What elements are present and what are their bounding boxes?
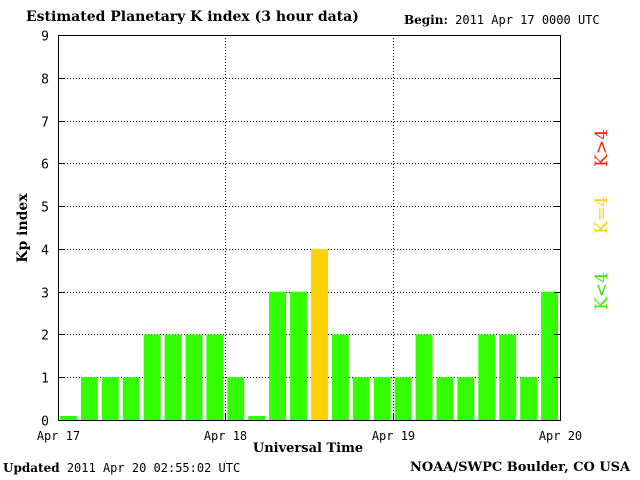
legend: K>4 K=4 K<4 bbox=[592, 129, 612, 310]
begin-label: Begin: bbox=[404, 13, 448, 27]
kp-bar bbox=[60, 416, 77, 420]
x-tick-label: Apr 19 bbox=[372, 429, 415, 443]
kp-bar bbox=[206, 334, 224, 420]
x-tick-label: Apr 18 bbox=[204, 429, 247, 443]
y-tick-label: 3 bbox=[41, 287, 49, 302]
kp-bar bbox=[520, 377, 538, 420]
kp-bar bbox=[122, 377, 140, 420]
y-tick-label: 8 bbox=[41, 73, 49, 88]
x-tick-label: Apr 17 bbox=[37, 429, 80, 443]
x-axis-label: Universal Time bbox=[253, 441, 363, 456]
y-tick-label: 0 bbox=[41, 415, 49, 430]
updated-label: Updated bbox=[3, 461, 60, 475]
kp-bar bbox=[352, 377, 370, 420]
y-tick-label: 4 bbox=[41, 244, 49, 259]
credit-text: NOAA/SWPC Boulder, CO USA bbox=[410, 460, 631, 475]
updated-value: 2011 Apr 20 02:55:02 UTC bbox=[66, 461, 241, 475]
kp-bar bbox=[80, 377, 98, 420]
kp-bar bbox=[478, 334, 496, 420]
x-tick-labels: Apr 17 Apr 18 Apr 19 Apr 20 bbox=[37, 429, 582, 443]
legend-item: K<4 bbox=[592, 272, 612, 310]
kp-bar bbox=[373, 377, 391, 420]
kp-bar bbox=[185, 334, 203, 420]
kp-bar bbox=[269, 291, 287, 420]
kp-bar bbox=[331, 334, 349, 420]
updated-time: Updated 2011 Apr 20 02:55:02 UTC bbox=[3, 461, 240, 475]
y-tick-label: 1 bbox=[41, 372, 49, 387]
kp-bar bbox=[394, 377, 412, 420]
kp-bar bbox=[248, 416, 266, 420]
kp-bar bbox=[164, 334, 182, 420]
bars bbox=[60, 248, 558, 420]
y-tick-label: 2 bbox=[41, 329, 49, 344]
legend-item: K=4 bbox=[592, 196, 612, 234]
y-tick-labels: 0 1 2 3 4 5 6 7 8 9 bbox=[41, 30, 49, 430]
kp-bar bbox=[436, 377, 454, 420]
y-axis-label: Kp index bbox=[15, 193, 31, 263]
axis-ticks bbox=[58, 35, 561, 421]
begin-value: 2011 Apr 17 0000 UTC bbox=[455, 13, 600, 27]
kp-bar bbox=[415, 334, 433, 420]
kp-bar bbox=[311, 248, 328, 420]
y-tick-label: 5 bbox=[41, 201, 49, 216]
y-tick-label: 6 bbox=[41, 158, 49, 173]
kp-bar bbox=[227, 377, 245, 420]
kp-bar bbox=[143, 334, 161, 420]
y-tick-label: 7 bbox=[41, 116, 49, 131]
y-tick-label: 9 bbox=[41, 30, 49, 45]
legend-item: K>4 bbox=[592, 129, 612, 167]
x-tick-label: Apr 20 bbox=[539, 429, 582, 443]
kp-bar bbox=[101, 377, 119, 420]
kp-bar bbox=[499, 334, 517, 420]
chart-title: Estimated Planetary K index (3 hour data… bbox=[26, 9, 359, 25]
plot-frame bbox=[58, 35, 561, 421]
kp-bar bbox=[457, 377, 475, 420]
begin-time: Begin: 2011 Apr 17 0000 UTC bbox=[404, 13, 600, 27]
kp-bar bbox=[290, 291, 307, 420]
kp-bar bbox=[541, 291, 558, 420]
grid-lines bbox=[58, 35, 560, 420]
